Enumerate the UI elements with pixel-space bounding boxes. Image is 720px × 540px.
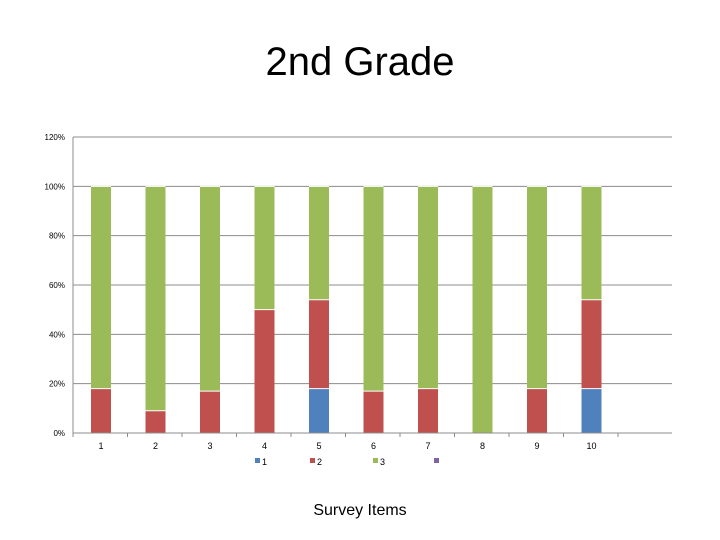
- y-axis-ticks: 0% 20% 40% 60% 80% 100% 120%: [45, 133, 65, 438]
- bar-segment: [309, 388, 329, 433]
- x-tick-label: 10: [586, 441, 596, 451]
- x-tick-label: 4: [262, 441, 267, 451]
- chart-title: 2nd Grade: [265, 40, 455, 84]
- bar-segment: [200, 391, 220, 433]
- x-tick-label: 2: [153, 441, 158, 451]
- bar-segment: [527, 388, 547, 433]
- bar-segment: [363, 391, 384, 433]
- bar-segment: [581, 299, 602, 389]
- x-tick-label: 7: [425, 441, 430, 451]
- bar-segment: [309, 299, 329, 389]
- bar-segment: [91, 388, 111, 433]
- bar-segment: [145, 186, 166, 411]
- bar-segment: [472, 186, 493, 433]
- bar-segment: [581, 388, 602, 433]
- y-tick-label: 0%: [53, 429, 65, 438]
- x-axis-ticks: 1 2 3 4 5 6 7 8 9 10: [98, 441, 596, 451]
- y-tick-label: 60%: [49, 281, 65, 290]
- bar-segment: [418, 388, 438, 433]
- bar-segment: [145, 410, 166, 433]
- legend: 1 2 3: [255, 457, 439, 467]
- x-tick-label: 3: [207, 441, 212, 451]
- bar-segment: [254, 186, 275, 310]
- bar-segment: [200, 186, 220, 392]
- bar-segment: [254, 309, 275, 433]
- bars: [91, 185, 602, 433]
- y-tick-label: 80%: [49, 232, 65, 241]
- bar-segment: [527, 186, 547, 389]
- bar-segment: [418, 186, 438, 389]
- y-tick-label: 120%: [45, 133, 65, 142]
- x-tick-label: 8: [480, 441, 485, 451]
- bar-segment: [309, 186, 329, 300]
- bar-segment: [581, 186, 602, 300]
- y-tick-label: 20%: [49, 380, 65, 389]
- legend-label: 1: [262, 457, 267, 467]
- bar-segment: [363, 186, 384, 392]
- legend-swatch: [310, 458, 315, 463]
- legend-label: 2: [317, 457, 322, 467]
- x-tick-label: 9: [534, 441, 539, 451]
- legend-swatch: [434, 458, 439, 463]
- x-tick-label: 5: [316, 441, 321, 451]
- legend-swatch: [373, 458, 378, 463]
- axes: [72, 137, 672, 437]
- y-tick-label: 40%: [49, 330, 65, 339]
- x-axis-label: Survey Items: [313, 502, 407, 519]
- x-tick-label: 1: [98, 441, 103, 451]
- x-tick-label: 6: [371, 441, 376, 451]
- y-tick-label: 100%: [45, 182, 65, 191]
- legend-label: 3: [380, 457, 385, 467]
- legend-swatch: [255, 458, 260, 463]
- bar-segment: [91, 186, 111, 389]
